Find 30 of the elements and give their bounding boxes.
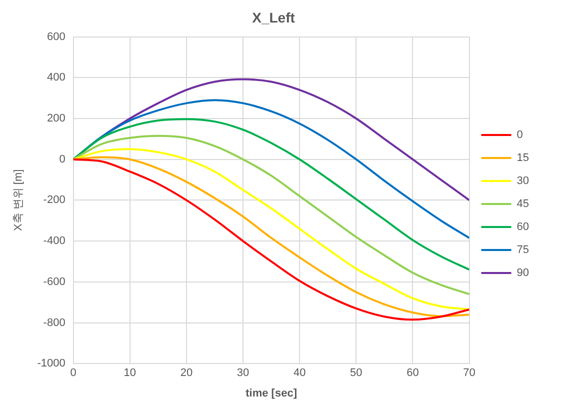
legend-label: 0 [516, 129, 523, 142]
y-tick-label: -600 [43, 276, 66, 288]
chart-title: X_Left [252, 9, 296, 26]
line-series [73, 118, 470, 271]
legend-label: 30 [516, 175, 530, 188]
y-tick-label: -200 [43, 194, 66, 206]
y-tick-label: 200 [46, 112, 66, 125]
x-tick-label: 60 [406, 367, 419, 380]
y-axis-title: X축 변위 [m] [12, 169, 25, 232]
x-tick-label: 40 [293, 367, 306, 380]
legend-label: 45 [516, 198, 530, 210]
legend-label: 15 [516, 152, 530, 164]
x-axis-title: time [sec] [246, 387, 298, 400]
y-tick-label: 0 [59, 153, 66, 166]
line-series [73, 99, 470, 239]
x-tick-label: 20 [180, 367, 193, 380]
legend-label: 90 [516, 267, 530, 280]
x-tick-label: 0 [70, 367, 76, 380]
x-tick-label: 10 [124, 367, 136, 380]
y-tick-label: -1000 [37, 358, 66, 370]
y-tick-label: 600 [46, 30, 66, 43]
legend-label: 75 [516, 244, 530, 256]
x-tick-label: 30 [236, 367, 250, 380]
y-tick-label: 400 [46, 72, 66, 84]
line-series [73, 134, 470, 296]
y-tick-label: -800 [43, 316, 66, 329]
legend-label: 60 [516, 221, 530, 234]
y-tick-label: -400 [43, 235, 66, 248]
x-tick-label: 70 [463, 367, 476, 380]
x-tick-label: 50 [350, 367, 362, 380]
